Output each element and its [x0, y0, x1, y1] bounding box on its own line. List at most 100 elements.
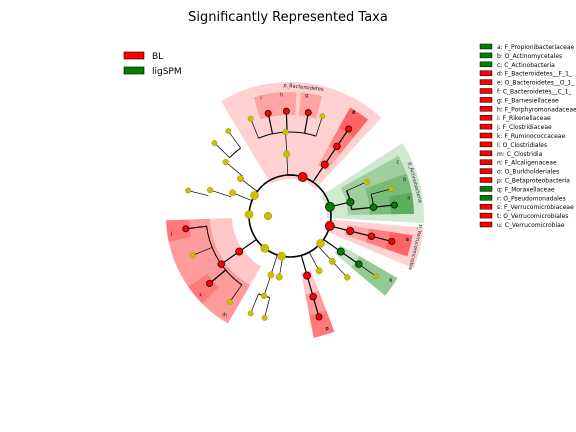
taxa-swatch-p — [479, 177, 493, 183]
taxa-swatch-b — [479, 52, 493, 59]
branch-line — [225, 161, 243, 177]
tree-node-center — [263, 211, 273, 221]
branch-line — [229, 284, 243, 303]
clade-shade-l — [166, 218, 250, 324]
clade-letter-h: h — [280, 92, 283, 98]
clade-letter-o: o — [326, 326, 329, 332]
taxa-swatch-q — [479, 186, 493, 192]
taxa-swatch-k — [479, 132, 493, 139]
clade-shade-i — [253, 92, 278, 120]
taxa-label-t: t: O_Verrucomicrobiales — [497, 213, 568, 220]
branch-line — [351, 206, 374, 211]
branch-line — [192, 247, 213, 256]
clade-shading — [166, 81, 424, 338]
branch-line — [286, 154, 289, 176]
clade-shade-a — [389, 192, 414, 215]
legend-swatch-bl — [123, 51, 145, 60]
phylum-label-p-bacteroidetes: p_Bacteroidetes — [283, 83, 324, 93]
taxa-swatch-c — [479, 61, 493, 68]
clade-letter-g: g — [305, 93, 308, 99]
tree-node-k — [206, 280, 214, 287]
tree-node-i — [264, 109, 272, 117]
branch-line — [232, 192, 253, 201]
tree-node-bact — [297, 172, 308, 182]
legend-label-bl: BL — [152, 52, 163, 62]
tree-node-bcls — [283, 150, 291, 158]
taxa-swatch-i — [479, 114, 493, 121]
taxa-label-l: l: O_Clostridiales — [497, 142, 547, 149]
tree-node-firm — [277, 251, 286, 261]
tree-node-px1 — [328, 257, 336, 265]
taxa-swatch-n — [479, 159, 493, 165]
branch-line — [188, 190, 209, 197]
tree-node-other2 — [250, 191, 259, 200]
branch-line — [317, 245, 333, 262]
clade-shade-j — [166, 219, 192, 242]
branch-line — [240, 178, 258, 192]
clade-letter-d: d — [352, 110, 355, 116]
tree-node-ox7 — [185, 187, 192, 194]
clade-shade-n — [309, 310, 335, 338]
tree-node-u — [346, 227, 355, 235]
branch-line — [332, 261, 348, 278]
taxa-swatch-a — [479, 43, 493, 50]
tree-node-fx1 — [275, 273, 283, 281]
taxa-swatch-u — [479, 221, 493, 228]
branch-line — [315, 116, 323, 137]
tree-node-m — [235, 247, 244, 256]
taxa-label-f: f: C_Bacteroidetes__C_1_ — [497, 89, 573, 96]
clade-letter-a: a — [407, 195, 410, 201]
tree-node-act — [325, 201, 335, 212]
taxa-label-p: p: C_Betaproteobacteria — [497, 178, 570, 185]
tree-node-px2 — [344, 274, 351, 281]
clade-letter-u: u — [406, 237, 409, 243]
tree-node-qx — [373, 273, 379, 280]
taxa-swatch-j — [479, 123, 493, 130]
branch-line — [185, 225, 207, 230]
taxa-label-u: u: C_Verrucomicrobiae — [497, 222, 565, 229]
taxa-label-q: q: F_Moraxellaceae — [497, 186, 555, 193]
taxa-label-s: s: F_Verrucomicrobiaceae — [497, 204, 574, 211]
branch-line — [264, 297, 271, 318]
taxa-swatch-s — [479, 203, 493, 210]
clade-shade-b — [365, 173, 414, 215]
branch-line — [308, 252, 320, 271]
clade-letter-n: n — [325, 326, 328, 332]
tree-node-n — [315, 313, 323, 321]
chart-title: Significantly Represented Taxa — [188, 10, 388, 25]
taxa-swatch-d — [479, 70, 493, 76]
branch-line — [263, 274, 272, 296]
tree-node-other — [244, 210, 254, 219]
taxa-swatch-h — [479, 106, 493, 112]
tree-node-lx1 — [226, 299, 233, 305]
branch-line — [209, 269, 227, 284]
tree-node-j — [182, 225, 190, 233]
taxa-label-b: b: O_Actinomycetales — [497, 53, 562, 60]
branch-arc — [229, 147, 241, 158]
taxa-swatch-f — [479, 88, 493, 94]
tree-nodes — [182, 107, 398, 321]
clade-letter-r: r — [390, 277, 393, 283]
taxa-label-d: d: F_Bacteroidetes__F_1_ — [497, 71, 573, 78]
tree-node-t — [367, 232, 376, 240]
tree-node-prot — [316, 239, 325, 248]
clade-letter-j: j — [170, 231, 172, 237]
legend-swatch-ligspm — [123, 66, 145, 75]
clade-letter-m: m — [222, 313, 227, 319]
clade-letter-p: p — [325, 326, 328, 332]
taxa-label-r: r: O_Pseudomonadales — [497, 195, 566, 202]
tree-node-ax2 — [363, 178, 370, 185]
tree-node-h — [282, 107, 290, 115]
branch-line — [346, 181, 367, 192]
clade-letter-f: f — [353, 110, 355, 116]
clade-letter-b: b — [403, 177, 406, 183]
branch-line — [371, 188, 392, 195]
clade-shade-g — [298, 92, 323, 119]
clade-letter-q: q — [389, 277, 392, 283]
tree-node-c — [346, 198, 355, 207]
clade-letter-t: t — [406, 237, 408, 243]
tree-node-l — [217, 260, 225, 268]
taxa-label-m: m: C_Clostridia — [497, 151, 543, 158]
taxa-swatch-g — [479, 97, 493, 103]
